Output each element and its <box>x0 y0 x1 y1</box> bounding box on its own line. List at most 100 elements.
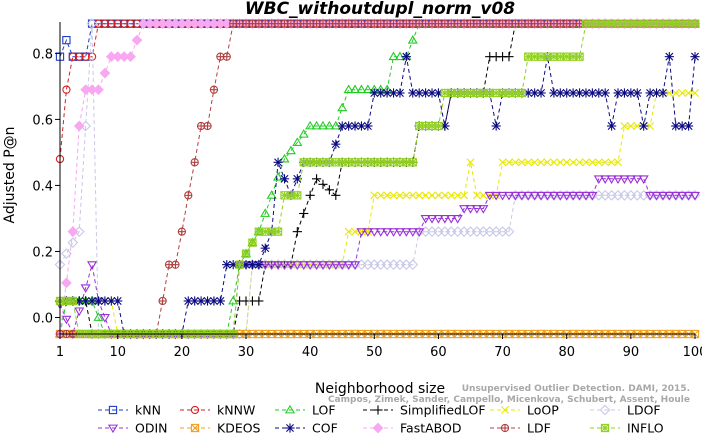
data-point <box>575 158 584 167</box>
x-tick-label: 20 <box>174 345 191 360</box>
series-line-knn <box>59 23 695 58</box>
y-tick-label: 0.4 <box>32 179 53 194</box>
data-point <box>593 175 604 185</box>
series-line-inflo <box>60 23 695 335</box>
data-point <box>248 238 257 247</box>
data-point <box>318 179 328 189</box>
x-tick-label: 80 <box>558 345 575 360</box>
data-point <box>421 191 430 200</box>
series-line-ldof <box>59 23 695 335</box>
data-point <box>683 121 694 131</box>
data-point <box>543 158 552 167</box>
data-point <box>503 226 515 238</box>
data-point <box>434 191 443 200</box>
y-tick-label: 0.2 <box>32 245 53 260</box>
data-point <box>689 191 701 201</box>
data-point <box>548 191 559 201</box>
legend-marker <box>500 423 510 433</box>
data-point <box>639 121 649 131</box>
data-point <box>317 120 329 130</box>
legend-marker <box>600 423 610 433</box>
series-loop <box>56 88 699 338</box>
data-point <box>428 191 437 200</box>
data-point <box>215 296 225 306</box>
data-point <box>459 205 470 214</box>
data-point <box>324 185 334 195</box>
data-point <box>279 153 290 163</box>
data-point <box>171 260 180 269</box>
legend-item-fastabod: FastABOD <box>363 421 462 434</box>
data-point <box>498 158 507 167</box>
data-point <box>395 88 405 98</box>
data-point <box>581 158 590 167</box>
data-point <box>235 260 244 269</box>
data-point <box>369 228 380 237</box>
legend-label: LDF <box>527 421 551 434</box>
data-point <box>401 52 411 62</box>
data-point <box>343 84 354 94</box>
data-point <box>107 19 116 28</box>
data-point <box>100 19 110 28</box>
data-point <box>305 190 315 200</box>
legend-item-odin: ODIN <box>98 421 168 434</box>
data-point <box>349 84 361 94</box>
legend-label: LOF <box>312 403 336 418</box>
data-point <box>619 88 630 98</box>
x-tick-label: 100 <box>683 345 702 360</box>
data-point <box>299 208 309 219</box>
legend-label: SimplifiedLOF <box>400 403 486 418</box>
data-point <box>376 88 386 98</box>
data-point <box>510 191 521 201</box>
data-point <box>241 249 251 258</box>
data-point <box>382 228 393 237</box>
data-point <box>600 175 611 185</box>
data-point <box>298 129 309 138</box>
data-point <box>388 51 399 61</box>
data-point <box>87 52 97 61</box>
data-point <box>556 158 565 167</box>
data-point <box>453 191 462 200</box>
data-point <box>503 191 515 201</box>
data-point <box>646 122 655 130</box>
data-point <box>651 191 662 201</box>
data-point <box>690 19 700 28</box>
data-point <box>569 158 578 167</box>
data-point <box>447 191 456 200</box>
legend-marker <box>190 423 200 433</box>
legend-label: KDEOS <box>217 421 261 434</box>
data-point <box>471 205 482 214</box>
data-point <box>607 121 617 131</box>
data-point <box>561 191 572 201</box>
data-point <box>383 191 392 200</box>
data-point <box>73 120 85 132</box>
credit-line-1: Unsupervised Outlier Detection. DAMI, 20… <box>462 384 690 394</box>
data-point <box>330 120 341 130</box>
data-point <box>485 88 494 98</box>
data-point <box>580 191 592 201</box>
data-point <box>388 228 399 237</box>
data-point <box>606 175 617 185</box>
data-point <box>626 122 635 130</box>
data-point <box>484 191 495 201</box>
data-point <box>222 52 231 61</box>
data-point <box>273 227 283 236</box>
data-point <box>279 174 290 184</box>
data-point <box>415 191 424 200</box>
data-point <box>433 215 444 224</box>
data-point <box>638 175 649 185</box>
data-point <box>594 158 603 167</box>
x-tick-label: 40 <box>302 345 319 360</box>
legend-marker <box>107 424 119 434</box>
data-point <box>657 191 668 201</box>
data-point <box>394 51 406 61</box>
data-point <box>343 261 354 270</box>
data-point <box>113 296 123 306</box>
data-point <box>190 158 199 167</box>
data-point <box>370 191 379 200</box>
legend-marker <box>190 405 200 415</box>
data-point <box>131 34 143 46</box>
data-point <box>190 296 200 306</box>
data-point <box>581 88 591 98</box>
data-point <box>363 121 373 131</box>
data-point <box>177 227 187 236</box>
